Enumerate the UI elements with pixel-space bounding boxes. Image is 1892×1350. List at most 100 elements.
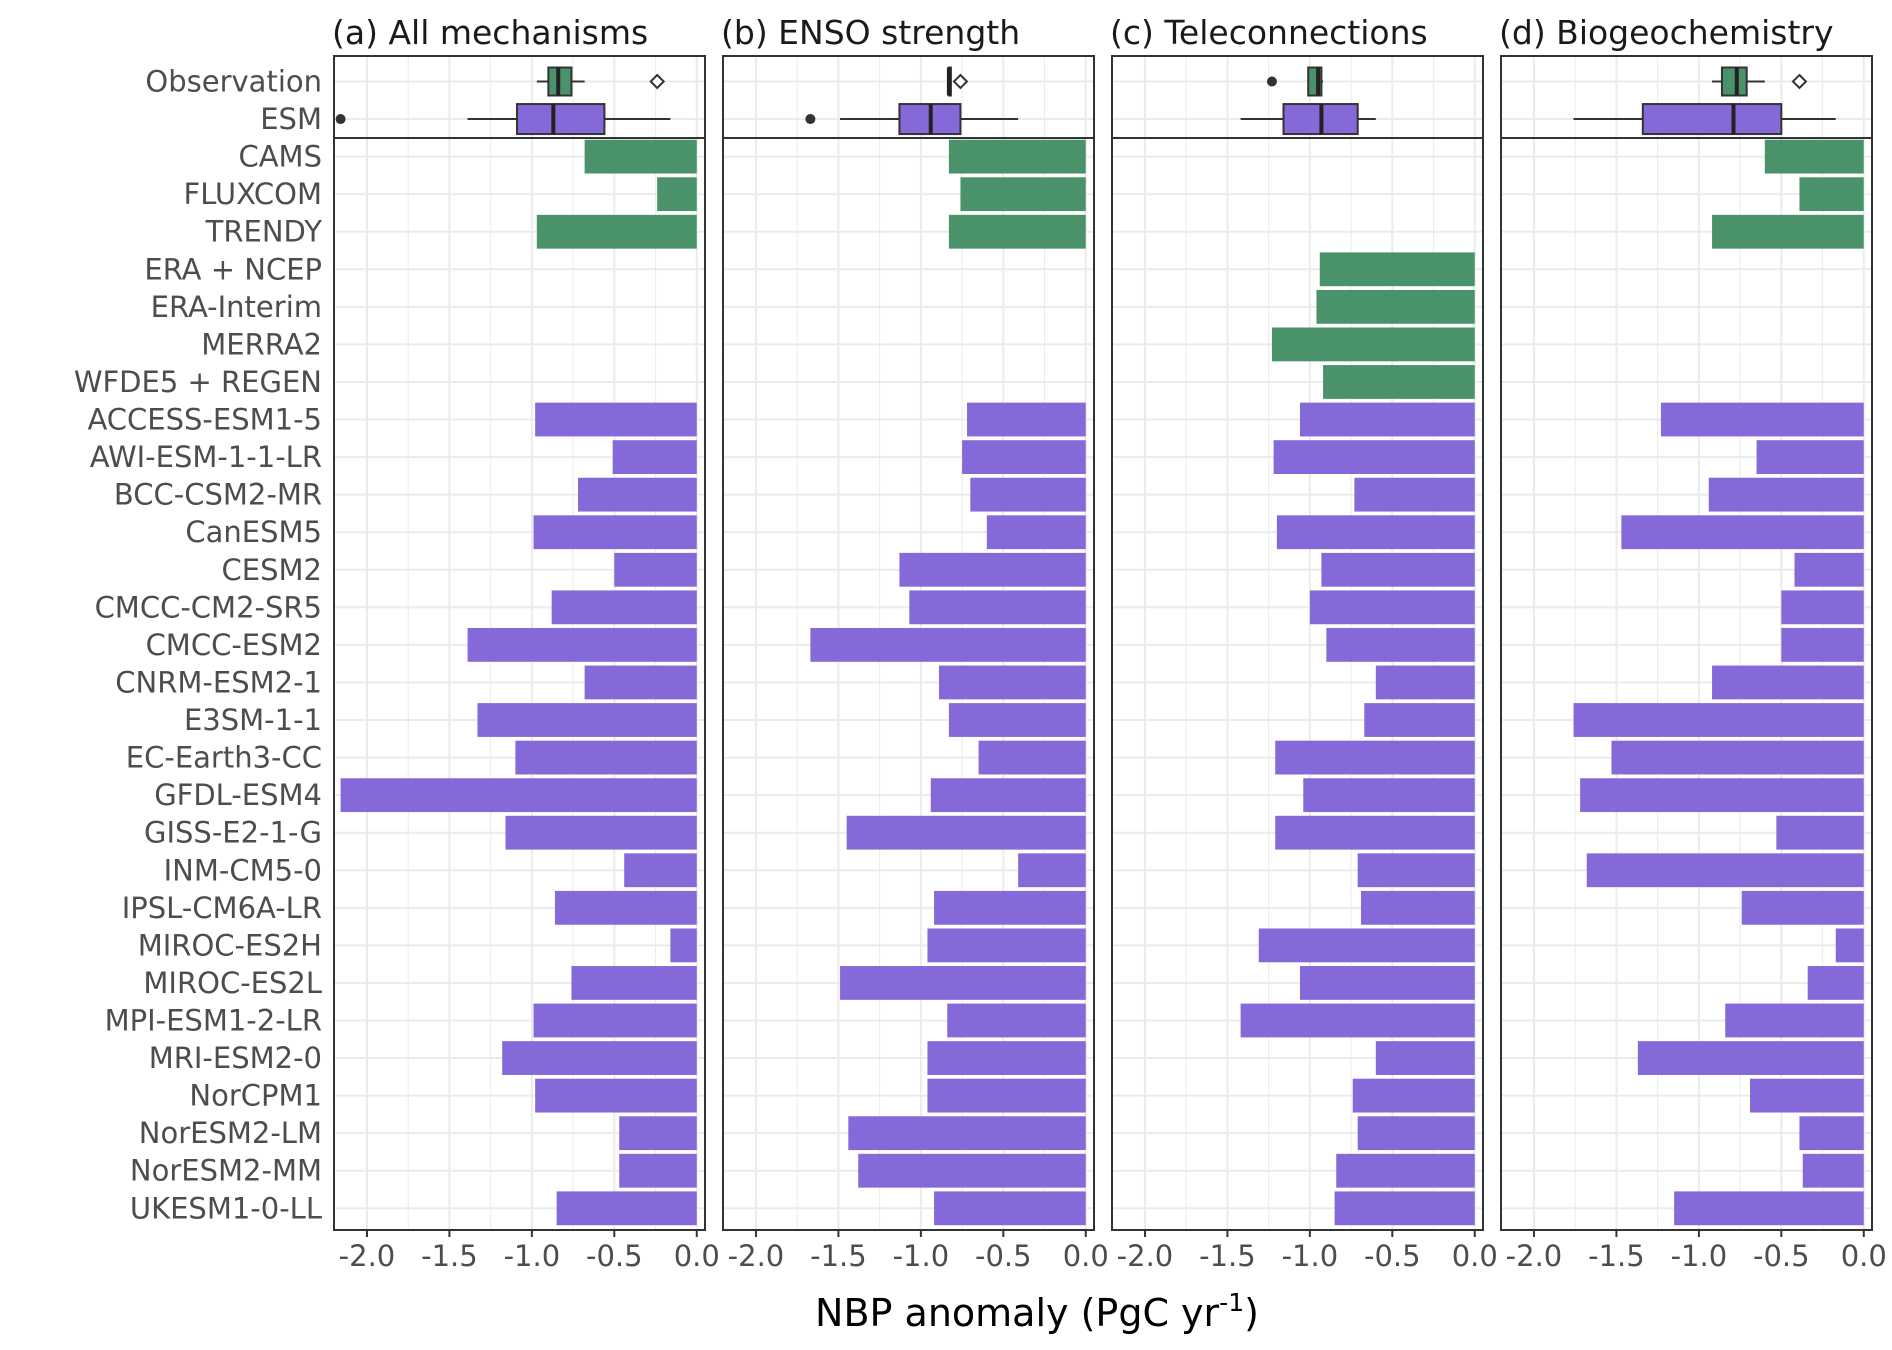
boxplot-observation bbox=[1712, 66, 1808, 97]
bar bbox=[927, 1078, 1086, 1113]
row-label: ERA-Interim bbox=[151, 290, 322, 324]
bar bbox=[1319, 252, 1475, 287]
bar bbox=[1741, 890, 1864, 925]
boxplot-esm bbox=[1240, 103, 1376, 136]
bar bbox=[614, 552, 697, 587]
bar bbox=[505, 815, 697, 850]
row-label: UKESM1-0-LL bbox=[130, 1191, 322, 1225]
bar bbox=[909, 590, 1086, 625]
bar bbox=[1336, 1153, 1475, 1188]
x-tick-label: 0.0 bbox=[674, 1239, 720, 1273]
bar bbox=[978, 740, 1086, 775]
bar bbox=[948, 214, 1086, 249]
bar bbox=[1674, 1191, 1864, 1226]
row-label: MIROC-ES2H bbox=[138, 928, 322, 962]
bar bbox=[1276, 515, 1475, 550]
bar bbox=[1799, 1116, 1864, 1151]
x-tick-label: 0.0 bbox=[1452, 1239, 1498, 1273]
x-tick-label: -1.5 bbox=[1588, 1239, 1645, 1273]
row-label: NorESM2-MM bbox=[130, 1154, 322, 1188]
bar bbox=[1309, 590, 1475, 625]
x-axis-title-superscript: -1 bbox=[1219, 1288, 1244, 1317]
bar bbox=[930, 778, 1086, 813]
bar bbox=[515, 740, 697, 775]
boxplot-box bbox=[1720, 66, 1748, 97]
bar bbox=[467, 627, 697, 662]
bar bbox=[1303, 778, 1475, 813]
boxplot-outlier bbox=[805, 114, 816, 125]
bar bbox=[1357, 1116, 1475, 1151]
row-label: MERRA2 bbox=[201, 327, 322, 361]
bar bbox=[1794, 552, 1864, 587]
row-label: ERA + NCEP bbox=[144, 252, 322, 286]
bar bbox=[939, 665, 1086, 700]
bar bbox=[1621, 515, 1864, 550]
bar bbox=[1352, 1078, 1475, 1113]
x-tick-label: -2.0 bbox=[728, 1239, 785, 1273]
x-tick-label: -2.0 bbox=[1117, 1239, 1174, 1273]
bar bbox=[1799, 177, 1864, 212]
row-label: NorESM2-LM bbox=[139, 1116, 322, 1150]
bar bbox=[1708, 477, 1864, 512]
bar bbox=[1835, 928, 1864, 963]
x-tick-label: -1.0 bbox=[1282, 1239, 1339, 1273]
bar bbox=[1712, 214, 1864, 249]
row-label: CNRM-ESM2-1 bbox=[115, 665, 322, 699]
row-label: IPSL-CM6A-LR bbox=[122, 891, 322, 925]
bar bbox=[1764, 139, 1864, 174]
x-tick-label: -0.5 bbox=[1753, 1239, 1810, 1273]
boxplot-esm bbox=[1573, 103, 1836, 136]
bar bbox=[1712, 665, 1864, 700]
row-label: ACCESS-ESM1-5 bbox=[87, 403, 322, 437]
row-label: CAMS bbox=[238, 140, 322, 174]
bar bbox=[1326, 627, 1475, 662]
x-tick-label: -1.5 bbox=[421, 1239, 478, 1273]
bar bbox=[1725, 1003, 1864, 1038]
panel-4: (d) Biogeochemistry -2.0 -1.5 -1.0 -0.5 0.0 bbox=[1499, 13, 1887, 1273]
bar bbox=[1580, 778, 1864, 813]
bar bbox=[1611, 740, 1864, 775]
bar bbox=[1018, 853, 1086, 888]
row-label: E3SM-1-1 bbox=[184, 703, 322, 737]
row-label: ESM bbox=[260, 102, 322, 136]
row-label: CanESM5 bbox=[185, 515, 322, 549]
panel-border bbox=[1111, 55, 1484, 1231]
panel-border bbox=[1500, 55, 1873, 1231]
panel-title: (b) ENSO strength bbox=[721, 13, 1020, 52]
panel-border bbox=[722, 55, 1095, 1231]
bar bbox=[934, 1191, 1086, 1226]
bar bbox=[1781, 627, 1864, 662]
boxplot-box bbox=[516, 103, 606, 136]
mean-marker bbox=[952, 73, 969, 90]
bar bbox=[1321, 552, 1475, 587]
bar bbox=[1802, 1153, 1864, 1188]
x-tick-label: -1.0 bbox=[893, 1239, 950, 1273]
bar bbox=[1323, 365, 1475, 399]
row-label: MRI-ESM2-0 bbox=[149, 1041, 322, 1075]
panel-2: (b) ENSO strength -2.0 -1.5 -1.0 -0.5 0.0 bbox=[721, 13, 1109, 1273]
bar bbox=[551, 590, 697, 625]
bar bbox=[1299, 402, 1475, 437]
bar bbox=[927, 928, 1086, 963]
bar bbox=[1586, 853, 1864, 888]
bar bbox=[536, 214, 697, 249]
bar bbox=[840, 966, 1086, 1000]
bar bbox=[1375, 665, 1475, 700]
bar bbox=[612, 440, 697, 475]
bar bbox=[1660, 402, 1864, 437]
x-tick-label: -0.5 bbox=[975, 1239, 1032, 1273]
x-tick-label: -1.5 bbox=[1199, 1239, 1256, 1273]
bar bbox=[1273, 440, 1475, 475]
x-axis-title-close: ) bbox=[1244, 1291, 1259, 1335]
panel-3: (c) Teleconnections -2.0 -1.5 -1.0 -0.5 0.0 bbox=[1110, 13, 1498, 1273]
panel-title: (c) Teleconnections bbox=[1110, 13, 1428, 52]
row-label: CMCC-CM2-SR5 bbox=[95, 590, 322, 624]
bar bbox=[1360, 890, 1475, 925]
panel-border bbox=[333, 55, 706, 1231]
bar bbox=[670, 928, 697, 963]
bar bbox=[846, 815, 1086, 850]
row-label: FLUXCOM bbox=[184, 177, 322, 211]
row-label: INM-CM5-0 bbox=[164, 853, 322, 887]
